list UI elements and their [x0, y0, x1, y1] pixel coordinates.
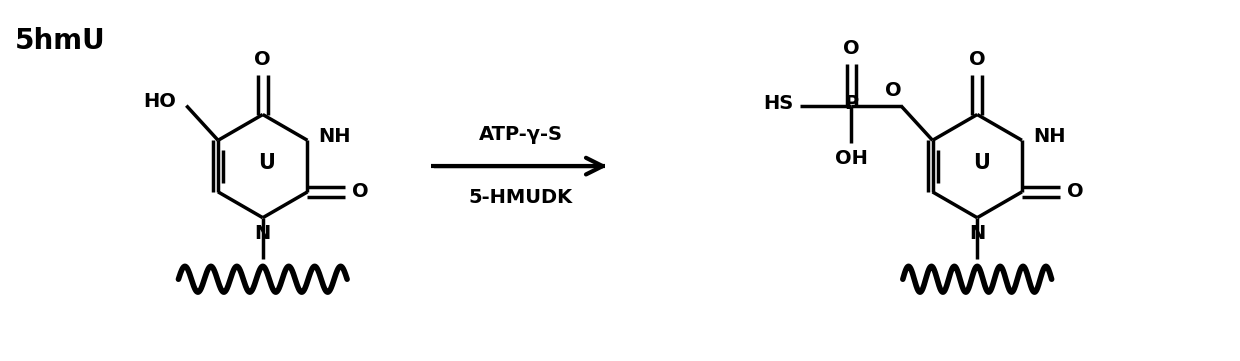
Text: U: U — [258, 153, 275, 173]
Text: HO: HO — [144, 92, 176, 111]
Text: ATP-γ-S: ATP-γ-S — [479, 125, 563, 144]
Text: O: O — [843, 39, 859, 58]
Text: O: O — [254, 50, 272, 69]
Text: N: N — [254, 224, 270, 243]
Text: NH: NH — [319, 127, 351, 146]
Text: O: O — [884, 81, 901, 100]
Text: HS: HS — [764, 94, 794, 113]
Text: N: N — [970, 224, 986, 243]
Text: O: O — [968, 50, 986, 69]
Text: OH: OH — [835, 149, 868, 168]
Text: O: O — [1066, 182, 1084, 201]
Text: O: O — [352, 182, 368, 201]
Text: 5-HMUDK: 5-HMUDK — [469, 188, 573, 207]
Text: NH: NH — [1033, 127, 1065, 146]
Text: 5hmU: 5hmU — [15, 27, 105, 55]
Text: P: P — [844, 94, 858, 113]
Text: U: U — [972, 153, 990, 173]
